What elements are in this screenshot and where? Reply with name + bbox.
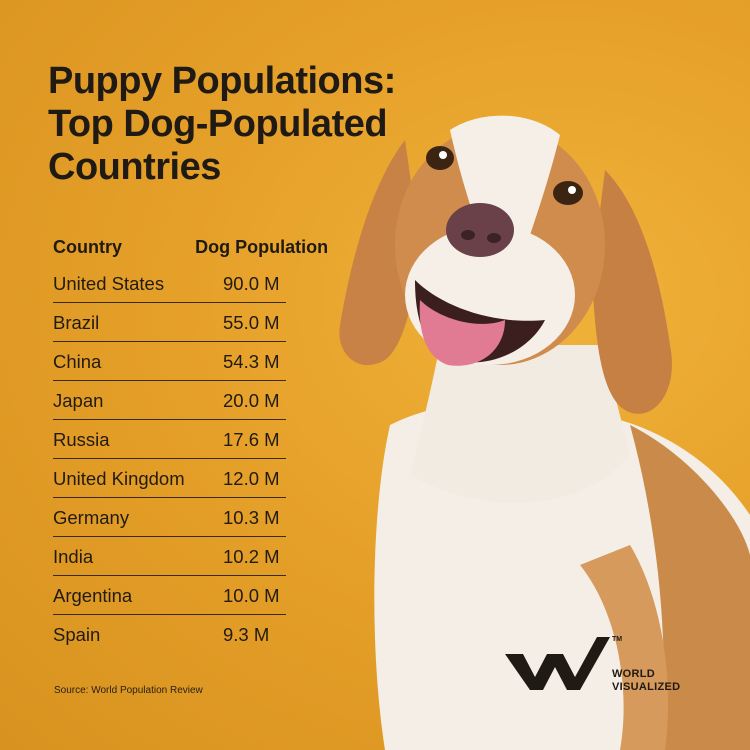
row-divider <box>53 380 286 381</box>
header-country: Country <box>53 236 122 257</box>
table-row: India 10.2 M <box>53 537 353 576</box>
population-cell: 54.3 M <box>223 350 280 372</box>
trademark-mark: TM <box>612 636 623 643</box>
country-cell: India <box>53 545 94 567</box>
population-cell: 10.2 M <box>223 545 280 567</box>
population-table: Country Dog Population United States 90.0… <box>53 230 353 654</box>
country-cell: Germany <box>53 506 130 528</box>
logo-line-2: VISUALIZED <box>612 681 681 693</box>
row-divider <box>53 341 286 342</box>
country-cell: United States <box>53 272 165 294</box>
row-divider <box>53 458 286 459</box>
country-cell: Japan <box>53 389 104 411</box>
country-cell: Spain <box>53 623 101 645</box>
population-cell: 9.3 M <box>223 623 270 645</box>
country-cell: United Kingdom <box>53 467 185 489</box>
population-cell: 12.0 M <box>223 467 280 489</box>
row-divider <box>53 302 286 303</box>
row-divider <box>53 497 286 498</box>
population-cell: 90.0 M <box>223 272 280 294</box>
country-cell: Argentina <box>53 584 133 606</box>
table-row: Spain 9.3 M <box>53 615 353 654</box>
page-title: Puppy Populations: Top Dog-Populated Cou… <box>48 60 396 188</box>
row-divider <box>53 419 286 420</box>
row-divider <box>53 575 286 576</box>
header-population: Dog Population <box>195 236 329 257</box>
population-cell: 10.3 M <box>223 506 280 528</box>
country-cell: Russia <box>53 428 110 450</box>
source-note: Source: World Population Review <box>54 685 203 696</box>
population-cell: 10.0 M <box>223 584 280 606</box>
table-header: Country Dog Population <box>53 230 353 264</box>
population-cell: 17.6 M <box>223 428 280 450</box>
logo-line-1: WORLD <box>612 668 656 680</box>
world-visualized-logo-icon <box>505 637 610 690</box>
table-body: United States 90.0 M Brazil 55.0 M China 54.3… <box>53 264 353 654</box>
table-row: Germany 10.3 M <box>53 498 353 537</box>
table-row: China 54.3 M <box>53 342 353 381</box>
dog-illustration <box>339 115 750 750</box>
table-row: United States 90.0 M <box>53 264 353 303</box>
country-cell: China <box>53 350 102 372</box>
table-row: Japan 20.0 M <box>53 381 353 420</box>
population-cell: 55.0 M <box>223 311 280 333</box>
row-divider <box>53 614 286 615</box>
table-row: Brazil 55.0 M <box>53 303 353 342</box>
table-row: Russia 17.6 M <box>53 420 353 459</box>
logo-wordmark: WORLD VISUALIZED <box>612 668 680 694</box>
table-row: Argentina 10.0 M <box>53 576 353 615</box>
population-cell: 20.0 M <box>223 389 280 411</box>
country-cell: Brazil <box>53 311 100 333</box>
table-row: United Kingdom 12.0 M <box>53 459 353 498</box>
row-divider <box>53 536 286 537</box>
